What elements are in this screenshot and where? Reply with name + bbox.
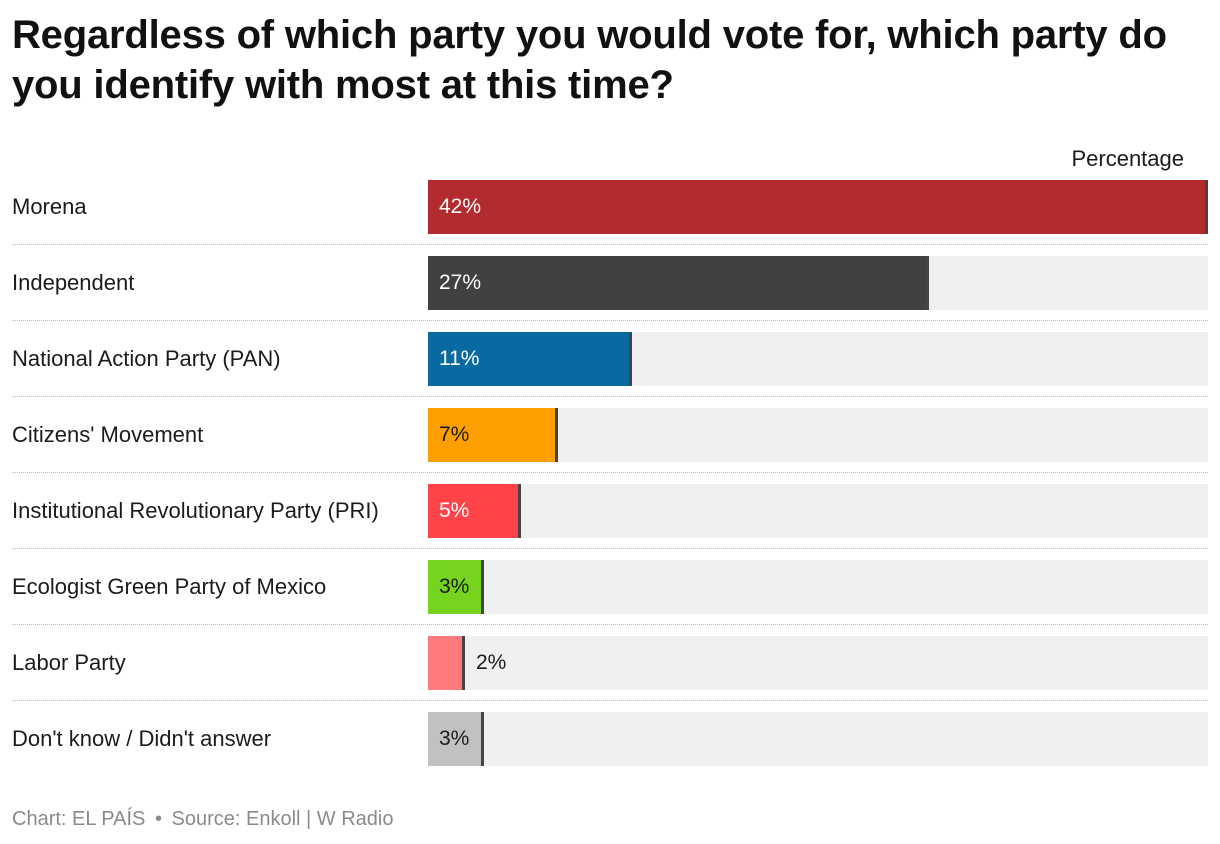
bar-track: 7% — [428, 408, 1208, 462]
bar — [428, 332, 632, 386]
category-label: Morena — [12, 194, 87, 219]
bar — [428, 256, 929, 310]
bar-row: Don't know / Didn't answer 3% — [0, 712, 1220, 766]
data-label: 11% — [439, 347, 480, 370]
source-credit: Source: Enkoll | W Radio — [171, 808, 394, 830]
bar-track: 11% — [428, 332, 1208, 386]
data-label: 5% — [439, 499, 470, 522]
bar-row: Institutional Revolutionary Party (PRI) 5… — [0, 484, 1220, 538]
row-divider — [12, 472, 1208, 473]
bar-track: 42% — [428, 180, 1208, 234]
data-label: 42% — [439, 195, 482, 218]
bar-end-marker — [555, 408, 558, 462]
column-header: Percentage — [1071, 146, 1184, 171]
category-label: Labor Party — [12, 650, 126, 675]
bar-end-marker — [1205, 180, 1208, 234]
category-label: Independent — [12, 270, 135, 295]
bar — [428, 484, 521, 538]
bar — [428, 180, 1208, 234]
bar-row: Ecologist Green Party of Mexico 3% — [0, 560, 1220, 614]
bar-row: Independent 27% — [0, 256, 1220, 310]
row-divider — [12, 244, 1208, 245]
row-divider — [12, 320, 1208, 321]
category-label: Don't know / Didn't answer — [12, 726, 272, 751]
bar — [428, 636, 465, 690]
bar-end-marker — [481, 712, 484, 766]
bar-row: Labor Party 2% — [0, 636, 1220, 690]
bar-track: 3% — [428, 560, 1208, 614]
row-divider — [12, 700, 1208, 701]
chart-title: Regardless of which party you would vote… — [12, 13, 1167, 107]
bar-track: 5% — [428, 484, 1208, 538]
row-divider — [12, 548, 1208, 549]
data-label: 3% — [439, 575, 470, 598]
category-label: National Action Party (PAN) — [12, 346, 281, 371]
chart-footer: Chart: EL PAÍS • Source: Enkoll | W Radi… — [12, 808, 393, 831]
chart-credit: Chart: EL PAÍS — [12, 808, 146, 830]
bar-end-marker — [481, 560, 484, 614]
row-divider — [12, 396, 1208, 397]
bar-end-marker — [462, 636, 465, 690]
row-divider — [12, 624, 1208, 625]
data-label: 2% — [476, 651, 507, 674]
bar-row: National Action Party (PAN) 11% — [0, 332, 1220, 386]
data-label: 3% — [439, 727, 470, 750]
category-label: Ecologist Green Party of Mexico — [12, 574, 327, 599]
bar-end-marker — [518, 484, 521, 538]
bar-end-marker — [629, 332, 632, 386]
data-label: 7% — [439, 423, 470, 446]
bar — [428, 712, 484, 766]
bar-end-marker — [926, 256, 929, 310]
data-label: 27% — [439, 271, 482, 294]
category-label: Institutional Revolutionary Party (PRI) — [12, 498, 379, 523]
bar-row: Morena 42% — [0, 180, 1220, 234]
bar-track: 27% — [428, 256, 1208, 310]
bar — [428, 408, 558, 462]
bar-row: Citizens' Movement 7% — [0, 408, 1220, 462]
bar — [428, 560, 484, 614]
bar-track: 2% — [428, 636, 1208, 690]
category-label: Citizens' Movement — [12, 422, 204, 447]
bar-track: 3% — [428, 712, 1208, 766]
footer-separator: • — [154, 808, 162, 830]
